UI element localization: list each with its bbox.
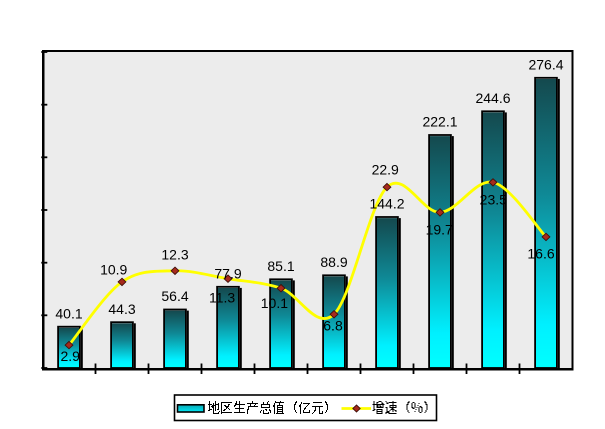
svg-text:22.9: 22.9 bbox=[372, 162, 399, 178]
svg-text:10.9: 10.9 bbox=[100, 261, 127, 277]
svg-text:56.4: 56.4 bbox=[161, 288, 188, 304]
svg-text:85.1: 85.1 bbox=[267, 258, 294, 274]
svg-text:144.2: 144.2 bbox=[369, 196, 404, 212]
svg-text:12.3: 12.3 bbox=[161, 246, 188, 262]
svg-text:11.3: 11.3 bbox=[209, 289, 235, 305]
svg-text:16.6: 16.6 bbox=[527, 246, 554, 262]
svg-text:10.1: 10.1 bbox=[261, 295, 288, 311]
svg-text:23.5: 23.5 bbox=[480, 191, 507, 207]
svg-text:244.6: 244.6 bbox=[475, 90, 510, 106]
svg-text:88.9: 88.9 bbox=[320, 254, 347, 270]
svg-text:19.7: 19.7 bbox=[426, 222, 453, 238]
svg-text:222.1: 222.1 bbox=[422, 114, 457, 130]
svg-text:276.4: 276.4 bbox=[528, 56, 563, 72]
svg-text:40.1: 40.1 bbox=[55, 305, 82, 321]
svg-text:44.3: 44.3 bbox=[108, 301, 135, 317]
svg-text:77.9: 77.9 bbox=[214, 265, 241, 281]
svg-text:2.9: 2.9 bbox=[60, 348, 80, 364]
svg-text:6.8: 6.8 bbox=[323, 317, 343, 333]
